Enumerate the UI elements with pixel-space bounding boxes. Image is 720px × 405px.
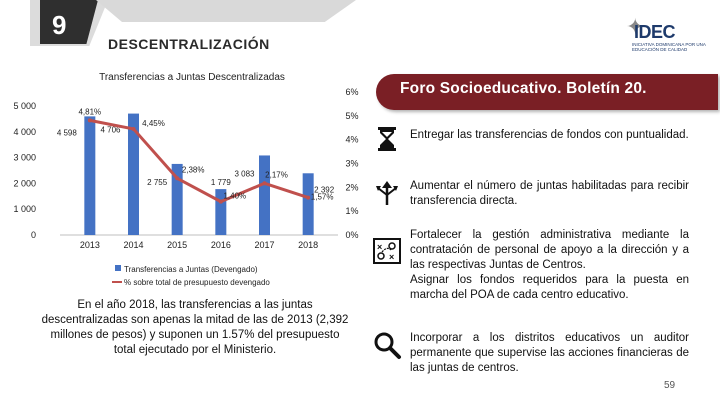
- line-point: [262, 181, 267, 186]
- recommendation-3-line-b: Asignar los fondos requeridos para la pu…: [410, 274, 689, 301]
- magnifier-icon: [374, 332, 401, 359]
- strategy-board-icon: × ×: [373, 238, 401, 264]
- y-left-tick-label: 4 000: [13, 127, 36, 137]
- logo-mark-icon: ✦: [626, 14, 645, 39]
- x-tick-label: 2014: [123, 240, 143, 250]
- top-band: [96, 0, 356, 22]
- y-left-tick-label: 3 000: [13, 153, 36, 163]
- line-data-label: 1,40%: [223, 192, 246, 201]
- svg-text:×: ×: [377, 242, 382, 252]
- bar-data-label: 2 392: [314, 185, 335, 194]
- bar: [215, 189, 227, 235]
- y-left-tick-label: 1 000: [13, 204, 36, 214]
- recommendation-3-line-a: Fortalecer la gestión administrativa med…: [410, 229, 689, 271]
- bar: [259, 155, 270, 235]
- legend-label-bar: Transferencias a Juntas (Devengado): [124, 265, 258, 274]
- line-point: [306, 195, 311, 200]
- source-banner: Foro Socioeducativo. Boletín 20.: [376, 74, 718, 110]
- slide-number: 9: [52, 10, 67, 40]
- y-right-tick-label: 3%: [345, 159, 358, 169]
- summary-text: En el año 2018, las transferencias a las…: [41, 299, 349, 356]
- x-tick-label: 2016: [211, 240, 231, 250]
- recommendation-3: Fortalecer la gestión administrativa med…: [410, 228, 689, 303]
- x-tick-label: 2013: [80, 240, 100, 250]
- hourglass-icon: [378, 127, 396, 151]
- svg-text:×: ×: [389, 252, 394, 262]
- bar-data-label: 3 083: [234, 169, 255, 178]
- y-left-tick-label: 0: [31, 230, 36, 240]
- bar: [84, 116, 96, 235]
- bar: [171, 163, 183, 235]
- line-point: [87, 118, 92, 123]
- y-left-tick-label: 2 000: [13, 178, 36, 188]
- bar-data-label: 2 755: [147, 178, 168, 187]
- line-data-label: 2,17%: [265, 170, 288, 179]
- logo-text: IDEC: [634, 22, 676, 42]
- y-right-tick-label: 5%: [345, 111, 358, 121]
- bar: [128, 113, 139, 235]
- legend-label-line: % sobre total de presupuesto devengado: [124, 278, 270, 287]
- line-point: [218, 199, 223, 204]
- y-right-tick-label: 2%: [345, 182, 358, 192]
- recommendation-2: Aumentar el número de juntas habilitadas…: [410, 180, 689, 207]
- chart: 0 1 000 2 000 3 000 4 000 5 000 0% 1% 2% 3% 4% 5% 6%…: [13, 87, 358, 287]
- recommendation-1: Entregar las transferencias de fondos co…: [410, 129, 689, 141]
- logo: ✦ IDEC INICIATIVA DOMINICANA POR UNA EDU…: [626, 14, 716, 54]
- line-point: [131, 126, 136, 131]
- line-data-label: 4,81%: [78, 107, 101, 116]
- x-tick-label: 2017: [254, 240, 274, 250]
- y-left-tick-label: 5 000: [13, 101, 36, 111]
- y-right-tick-label: 0%: [345, 230, 358, 240]
- x-tick-label: 2018: [298, 240, 318, 250]
- growth-arrows-icon: [376, 181, 398, 205]
- legend-swatch-bar: [115, 265, 121, 271]
- bar-data-label: 4 706: [100, 126, 121, 135]
- y-right-tick-label: 6%: [345, 87, 358, 97]
- line-series: [89, 118, 309, 204]
- y-right-tick-label: 4%: [345, 135, 358, 145]
- y-right-tick-label: 1%: [345, 206, 358, 216]
- logo-subtitle: INICIATIVA DOMINICANA POR UNA EDUCACIÓN …: [632, 42, 706, 52]
- bar-data-label: 1 779: [211, 178, 232, 187]
- bar-data-label: 4 598: [57, 128, 78, 137]
- section-title: DESCENTRALIZACIÓN: [108, 36, 270, 52]
- line-data-label: 2,38%: [182, 165, 205, 174]
- x-tick-label: 2015: [167, 240, 187, 250]
- banner-title: Foro Socioeducativo. Boletín 20.: [400, 80, 647, 97]
- line-data-label: 1,57%: [311, 193, 334, 202]
- line-data-label: 4,45%: [142, 119, 165, 128]
- recommendation-4: Incorporar a los distritos educativos un…: [410, 332, 689, 374]
- line-point: [175, 176, 180, 181]
- chart-title: Transferencias a Juntas Descentralizadas: [99, 72, 285, 83]
- page-number: 59: [664, 380, 676, 391]
- bar: [302, 173, 314, 235]
